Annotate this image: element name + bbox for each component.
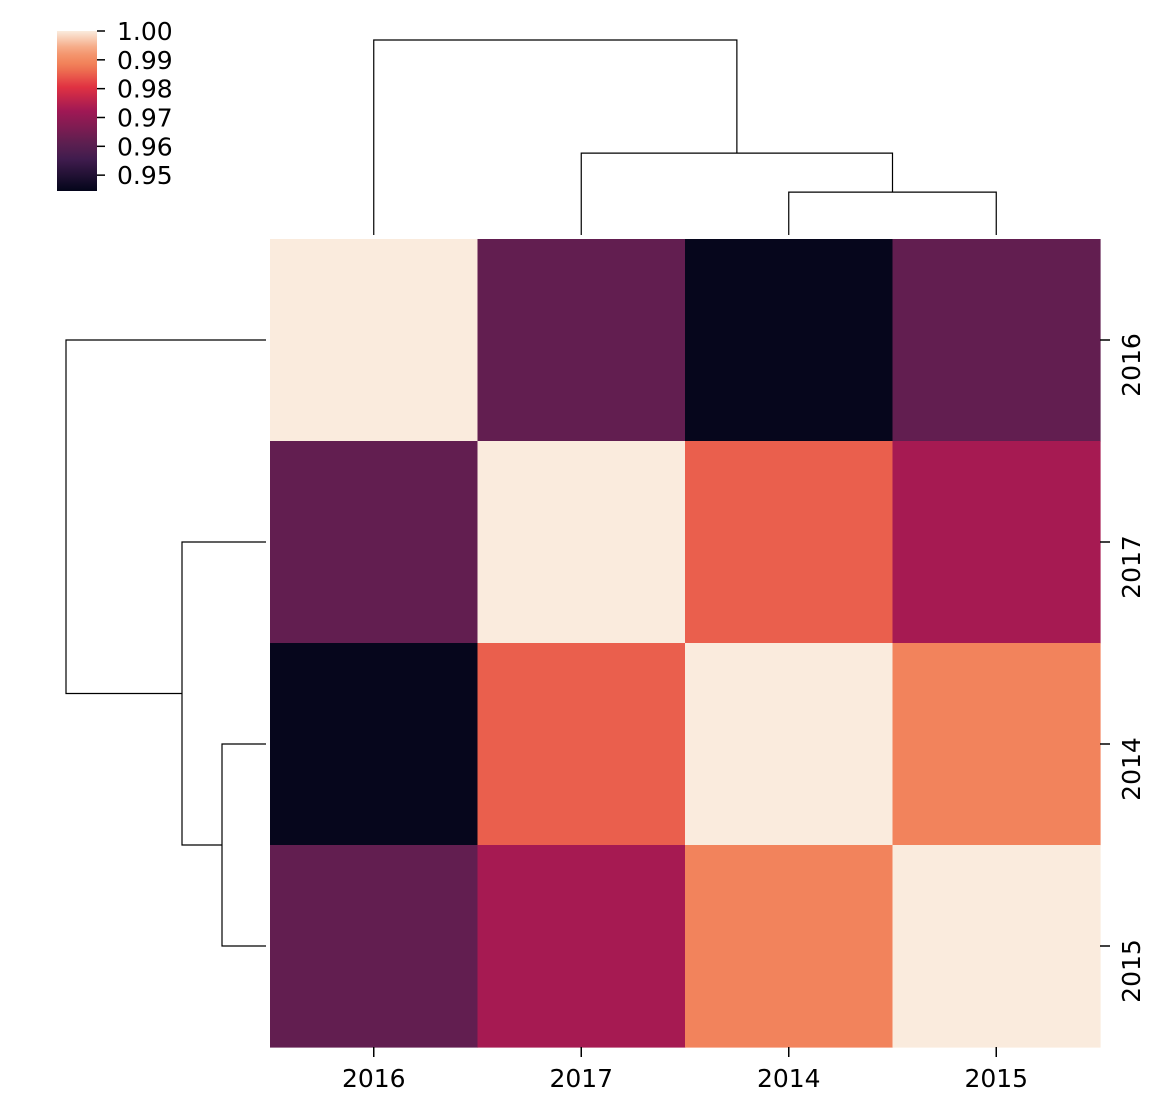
heatmap-cell: [892, 441, 1101, 644]
colorbar-tick-label: 0.99: [117, 46, 173, 75]
x-tick-label: 2016: [342, 1064, 406, 1093]
y-tick-label: 2016: [1117, 333, 1146, 397]
heatmap-cell: [477, 643, 686, 846]
x-tick-label: 2015: [964, 1064, 1028, 1093]
colorbar: 1.000.990.980.970.960.95: [57, 17, 173, 191]
colorbar-tick-label: 1.00: [117, 17, 173, 46]
heatmap-cell: [270, 239, 479, 442]
y-tick-label: 2014: [1117, 737, 1146, 801]
dendrogram-link: [181, 541, 266, 846]
colorbar-tick-label: 0.98: [117, 75, 173, 104]
heatmap-cell: [477, 845, 686, 1048]
heatmap-cell: [270, 441, 479, 644]
dendrogram-link: [788, 191, 997, 235]
y-tick-label: 2015: [1117, 939, 1146, 1003]
heatmap-cell: [685, 845, 894, 1048]
colorbar-tick-label: 0.96: [117, 132, 173, 161]
heatmap-cell: [892, 845, 1101, 1048]
heatmap-cell: [892, 643, 1101, 846]
dendrogram-link: [580, 152, 894, 235]
dendrogram-link: [65, 339, 266, 695]
dendrogram-link: [221, 743, 266, 947]
column-dendrogram: [373, 39, 997, 235]
x-tick-label: 2017: [549, 1064, 613, 1093]
y-tick-label: 2017: [1117, 535, 1146, 599]
dendrogram-link: [373, 39, 738, 235]
row-dendrogram: [65, 339, 266, 947]
x-axis-ticks: 2016 2017 2014 2015: [342, 1047, 1028, 1093]
heatmap-cell: [477, 441, 686, 644]
colorbar-tick-label: 0.97: [117, 103, 173, 132]
heatmap-cell: [477, 239, 686, 442]
y-axis-ticks: 2016 2017 2014 2015: [1100, 333, 1146, 1003]
heatmap-cell: [685, 643, 894, 846]
colorbar-tick-label: 0.95: [117, 161, 173, 190]
heatmap-cell: [685, 239, 894, 442]
colorbar-gradient: [57, 31, 97, 191]
heatmap-cell: [270, 643, 479, 846]
heatmap-cell: [685, 441, 894, 644]
heatmap-cells: [270, 239, 1101, 1048]
heatmap-cell: [270, 845, 479, 1048]
heatmap-cell: [892, 239, 1101, 442]
x-tick-label: 2014: [757, 1064, 821, 1093]
